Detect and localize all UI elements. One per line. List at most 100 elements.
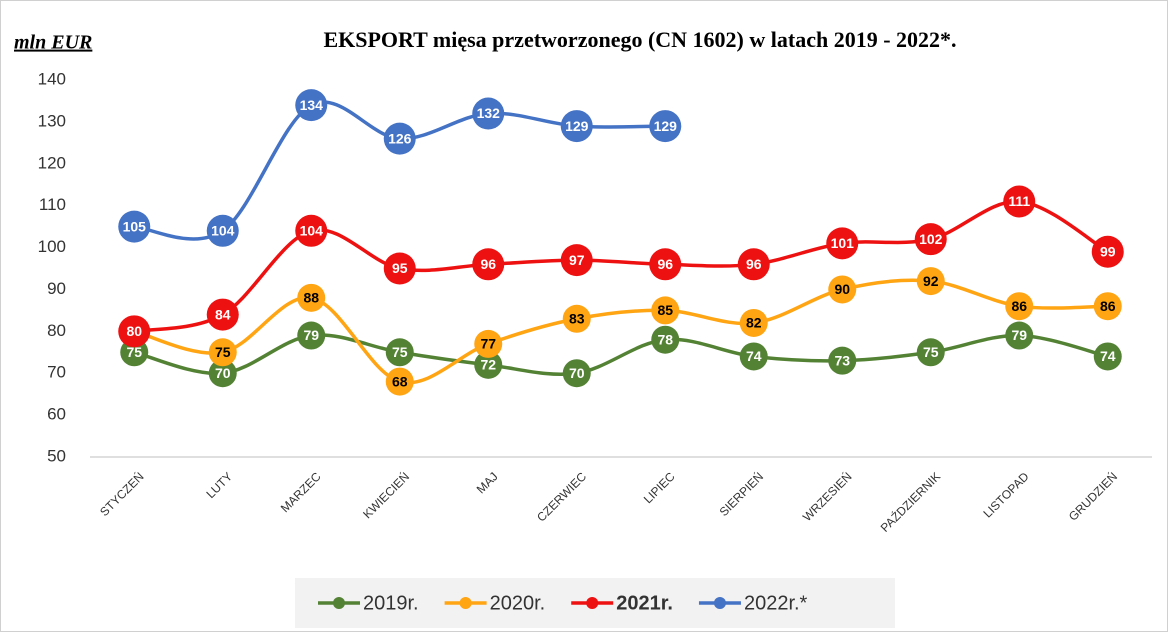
point-marker [649,110,682,143]
point-marker [560,110,593,143]
point-marker [206,214,239,247]
point-marker [206,298,239,331]
data-label: 96 [657,256,673,272]
point-marker [562,304,591,333]
data-label: 86 [1100,298,1116,314]
y-tick-label: 100 [38,237,66,256]
point-marker [914,223,947,256]
point-marker [208,338,237,367]
data-label: 101 [831,235,855,251]
point-marker [1093,342,1122,371]
legend-label: 2022r.* [744,592,808,614]
data-label: 70 [569,365,585,381]
point-marker [828,275,857,304]
point-marker [472,97,505,130]
data-label: 75 [126,344,142,360]
data-label: 102 [919,231,943,247]
point-marker [562,359,591,388]
y-tick-label: 80 [47,321,66,340]
point-marker [118,315,151,348]
point-marker [297,283,326,312]
y-tick-label: 50 [47,446,66,465]
legend-label: 2019r. [363,592,419,614]
point-marker [916,338,945,367]
legend-label: 2021r. [616,592,673,614]
y-axis-title: mln EUR [14,32,92,54]
data-label: 111 [1008,193,1030,209]
data-label: 79 [1011,327,1027,343]
legend-marker [713,597,726,609]
data-label: 84 [215,306,231,322]
data-label: 75 [923,344,939,360]
point-marker [208,359,237,388]
point-marker [474,350,503,379]
point-marker [295,89,328,122]
point-marker [1005,292,1034,321]
point-marker [118,210,151,243]
data-label: 74 [1100,348,1116,364]
data-label: 129 [654,118,678,134]
data-label: 88 [303,290,319,306]
y-tick-label: 130 [38,111,66,130]
data-label: 68 [392,373,408,389]
legend-marker [586,597,599,609]
data-label: 78 [657,331,673,347]
y-tick-label: 70 [47,363,66,382]
data-label: 73 [834,352,850,368]
data-label: 97 [569,252,585,268]
data-label: 96 [746,256,762,272]
data-label: 134 [300,97,324,113]
series-line [133,199,1109,334]
data-label: 104 [211,223,235,239]
point-marker [1093,292,1122,321]
point-marker [828,346,857,375]
point-marker [383,252,416,285]
data-label: 105 [123,218,147,234]
y-tick-label: 90 [47,279,66,298]
y-tick-label: 60 [47,405,66,424]
data-label: 70 [215,365,231,381]
data-label: 99 [1100,243,1116,259]
point-marker [297,321,326,350]
point-marker [474,329,503,358]
point-marker [385,338,414,367]
point-marker [737,248,770,281]
point-marker [651,325,680,354]
data-label: 80 [126,323,142,339]
data-label: 79 [303,327,319,343]
chart-title: EKSPORT mięsa przetworzonego (CN 1602) w… [323,27,956,52]
point-marker [826,227,859,260]
y-tick-label: 140 [38,69,66,88]
legend-label: 2020r. [490,592,546,614]
legend-marker [333,597,345,609]
data-label: 75 [392,344,408,360]
point-marker [385,367,414,396]
point-marker [916,267,945,296]
y-tick-label: 110 [39,195,66,214]
point-marker [651,296,680,325]
data-label: 82 [746,315,762,331]
point-marker [1005,321,1034,350]
point-marker [383,122,416,155]
data-label: 132 [477,105,501,121]
point-marker [295,214,328,247]
data-label: 126 [388,130,412,146]
data-label: 74 [746,348,762,364]
point-marker [649,248,682,281]
point-marker [560,244,593,277]
point-marker [739,308,768,337]
point-marker [739,342,768,371]
data-label: 96 [480,256,496,272]
data-label: 72 [480,357,496,373]
data-label: 85 [657,302,673,318]
legend-marker [459,597,472,609]
data-label: 129 [565,118,589,134]
data-label: 83 [569,310,585,326]
data-label: 86 [1011,298,1027,314]
data-label: 104 [300,223,324,239]
point-marker [1091,235,1124,268]
point-marker [472,248,505,281]
data-label: 90 [834,281,850,297]
data-label: 92 [923,273,939,289]
